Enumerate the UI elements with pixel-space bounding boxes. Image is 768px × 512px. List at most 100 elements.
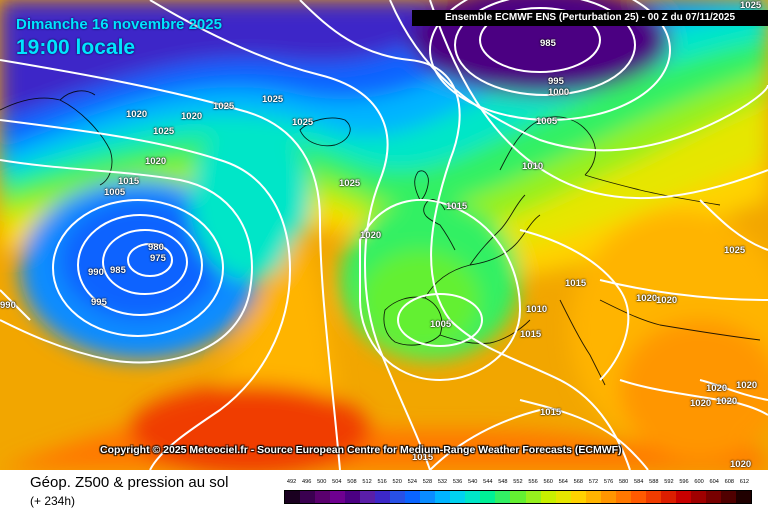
scale-swatch [555, 491, 571, 503]
scale-tick-label: 552 [513, 479, 523, 485]
isobar-label: 975 [150, 253, 166, 264]
scale-tick-label: 600 [694, 479, 704, 485]
scale-swatch [645, 491, 661, 503]
scale-tick-label: 540 [468, 479, 478, 485]
isobar-label: 1005 [104, 187, 126, 198]
isobar-label: 1025 [213, 101, 235, 112]
isobar-label: 1020 [360, 230, 382, 241]
isobar-label: 1015 [540, 407, 562, 418]
coastlines [0, 90, 761, 386]
isobar-label: 995 [91, 297, 107, 308]
scale-tick-label: 496 [301, 479, 312, 485]
scale-tick-label: 568 [573, 479, 583, 485]
isobar-label: 1015 [520, 329, 542, 340]
isobar-label: 1015 [412, 452, 434, 463]
scale-tick-label: 588 [649, 479, 659, 485]
isobar-label: 1020 [126, 109, 148, 120]
isobar-label: 1025 [292, 117, 314, 128]
scale-swatch [735, 491, 751, 503]
scale-tick-label: 584 [634, 479, 644, 485]
isobar-label: 1015 [118, 176, 140, 187]
scale-swatch [315, 491, 331, 503]
isobar-label: 985 [540, 38, 556, 49]
isobar-label: 1000 [548, 87, 570, 98]
scale-swatch [570, 491, 586, 503]
scale-swatch [690, 491, 706, 503]
isobar-label: 1025 [262, 94, 284, 105]
isobar-label: 1020 [736, 380, 758, 391]
scale-swatch [720, 491, 736, 503]
scale-tick-label: 536 [452, 479, 463, 485]
isobar-label: 990 [88, 267, 104, 278]
scale-tick-label: 520 [392, 479, 402, 485]
scale-swatch [420, 491, 436, 503]
scale-swatch [405, 491, 421, 503]
scale-tick-label: 544 [483, 479, 493, 485]
scale-swatch [345, 491, 361, 503]
isobar-label: 1015 [446, 201, 468, 212]
scale-swatch [390, 491, 406, 503]
scale-swatch [585, 491, 601, 503]
scale-tick-label: 612 [739, 479, 750, 485]
scale-swatch [435, 491, 451, 503]
scale-tick-label: 576 [603, 479, 614, 485]
scale-tick-label: 500 [317, 479, 327, 485]
isobar-label: 1020 [690, 398, 712, 409]
scale-tick-label: 548 [498, 479, 508, 485]
isobar-label: 1025 [153, 126, 175, 137]
scale-swatch [510, 491, 526, 503]
isobars [0, 0, 768, 470]
scale-swatch [450, 491, 466, 503]
scale-swatch [375, 491, 391, 503]
scale-tick-label: 512 [362, 479, 372, 485]
isobar-label: 1025 [724, 245, 746, 256]
isobar-label: 980 [148, 242, 164, 253]
isobar-label: 1005 [430, 319, 452, 330]
isobar-label: 1020 [636, 293, 658, 304]
isobar-label: 1025 [740, 0, 762, 11]
scale-swatch [330, 491, 346, 503]
isobar-label: 1020 [145, 156, 167, 167]
scale-tick-label: 596 [679, 479, 689, 485]
scale-swatch [360, 491, 376, 503]
scale-swatch [300, 491, 316, 503]
forecast-date: Dimanche 16 novembre 2025 [16, 16, 222, 33]
isobar-label: 1010 [522, 161, 544, 172]
run-info-banner: Ensemble ECMWF ENS (Perturbation 25) - 0… [412, 10, 768, 26]
scale-tick-label: 492 [286, 479, 297, 485]
color-scale-labels: 492 496 500 504 508 512 516 520 524 528 532 536 540 5… [284, 479, 752, 489]
scale-tick-label: 592 [664, 479, 674, 485]
isobar-label: 1020 [730, 459, 752, 470]
isobar-label: 1025 [339, 178, 361, 189]
scale-swatch [540, 491, 556, 503]
scale-tick-label: 516 [377, 479, 387, 485]
scale-tick-label: 524 [407, 479, 417, 485]
isobar-label: 990 [0, 300, 16, 311]
isobar-label: 1020 [181, 111, 203, 122]
isobar-label: 1005 [536, 116, 558, 127]
scale-tick-label: 608 [724, 479, 734, 485]
copyright-notice: Copyright © 2025 Meteociel.fr - Source E… [100, 444, 622, 456]
scale-swatch [600, 491, 616, 503]
weather-map [0, 0, 768, 470]
scale-tick-label: 564 [558, 479, 568, 485]
isobar-label: 1020 [656, 295, 678, 306]
scale-tick-label: 556 [528, 479, 538, 485]
scale-tick-label: 604 [709, 479, 719, 485]
scale-swatch [630, 491, 646, 503]
isobar-label: 1010 [526, 304, 548, 315]
scale-tick-label: 580 [618, 479, 629, 485]
isobar-label: 1015 [565, 278, 587, 289]
color-scale-bar [284, 490, 752, 504]
scale-swatch [705, 491, 721, 503]
scale-swatch [465, 491, 481, 503]
scale-swatch [285, 491, 301, 503]
scale-swatch [480, 491, 496, 503]
scale-swatch [675, 491, 691, 503]
isobar-label: 1020 [706, 383, 728, 394]
isobar-label: 1020 [716, 396, 738, 407]
scale-swatch [495, 491, 511, 503]
forecast-lead-time: (+ 234h) [30, 494, 76, 508]
scale-swatch [525, 491, 541, 503]
scale-tick-label: 508 [347, 479, 357, 485]
